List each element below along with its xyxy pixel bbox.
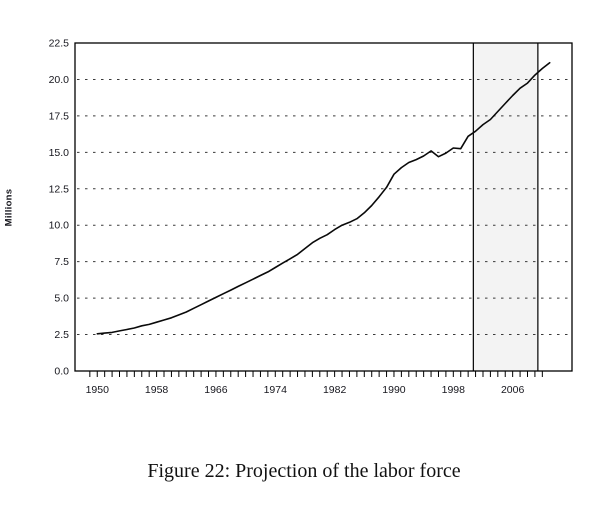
labor-force-data-line xyxy=(96,61,551,335)
y-axis-label: 0.0 xyxy=(54,366,69,378)
y-axis-label: 20.0 xyxy=(49,74,70,86)
projection-band xyxy=(473,43,538,371)
x-axis-label: 1966 xyxy=(204,384,228,396)
figure-caption: Figure 22: Projection of the labor force xyxy=(147,460,461,482)
plot-border xyxy=(74,42,573,372)
y-axis-title: Millions xyxy=(3,188,15,227)
x-axis-label: 1998 xyxy=(442,384,466,396)
x-axis-label: 1958 xyxy=(145,384,169,396)
y-axis-label: 7.5 xyxy=(54,256,69,268)
y-axis-label: 5.0 xyxy=(54,293,69,305)
y-axis-label: 22.5 xyxy=(49,38,70,50)
x-axis-label: 1982 xyxy=(323,384,347,396)
x-axis-label: 1990 xyxy=(382,384,406,396)
y-axis-label: 10.0 xyxy=(49,220,70,232)
y-axis-label: 17.5 xyxy=(49,110,70,122)
x-axis-label: 1974 xyxy=(264,384,288,396)
y-axis-label: 12.5 xyxy=(49,183,70,195)
y-axis-label: 15.0 xyxy=(49,147,70,159)
y-axis-label: 2.5 xyxy=(54,329,69,341)
x-axis-label: 2006 xyxy=(501,384,525,396)
labor-force-line-chart: 1950 1958 1966 1974 1982 1990 1998 2006 0.0 2.5 5.… xyxy=(49,38,573,396)
x-axis-label: 1950 xyxy=(86,384,110,396)
